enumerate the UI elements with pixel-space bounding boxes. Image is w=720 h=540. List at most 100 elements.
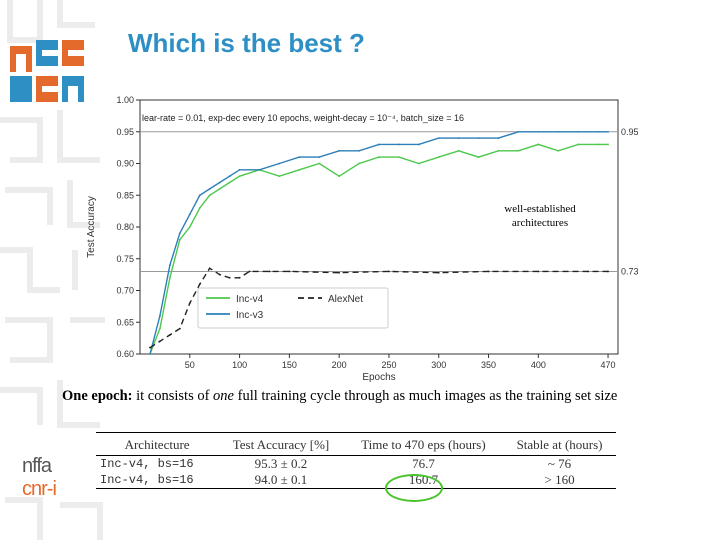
table-row: Inc-v4, bs=16 95.3 ± 0.2 76.7 ~ 76 xyxy=(96,456,616,473)
y-tick-label: 0.95 xyxy=(116,127,134,137)
x-tick-label: 150 xyxy=(282,360,297,370)
y-tick-label: 0.90 xyxy=(116,159,134,169)
data-point xyxy=(218,188,221,190)
data-point xyxy=(437,137,440,139)
table-header: Stable at (hours) xyxy=(516,437,603,452)
x-tick-label: 50 xyxy=(185,360,195,370)
x-tick-label: 250 xyxy=(381,360,396,370)
annotation-text: architectures xyxy=(512,217,568,229)
slide-title: Which is the best ? xyxy=(128,28,365,58)
data-point xyxy=(537,270,540,273)
data-point xyxy=(497,137,500,139)
data-point xyxy=(487,270,490,273)
annotation-text: well-established xyxy=(504,203,576,215)
data-point xyxy=(168,276,171,279)
brand-text-cnr: cnr-i xyxy=(22,478,57,500)
table-cell: > 160 xyxy=(544,472,575,487)
data-point xyxy=(188,213,191,216)
data-point xyxy=(557,130,560,133)
data-point xyxy=(218,181,221,184)
y-tick-label: 0.70 xyxy=(116,286,134,296)
x-tick-label: 350 xyxy=(481,360,496,370)
data-point xyxy=(228,181,231,184)
data-point xyxy=(238,175,241,178)
data-point xyxy=(188,302,191,305)
legend-label: Inc-v3 xyxy=(236,310,264,321)
data-point xyxy=(537,130,540,133)
data-point xyxy=(168,264,171,266)
y-tick-label: 0.65 xyxy=(116,317,134,327)
data-point xyxy=(477,156,480,159)
reference-line-label: 0.73 xyxy=(621,266,639,276)
reference-line-label: 0.95 xyxy=(621,127,639,137)
data-point xyxy=(577,143,580,146)
data-point xyxy=(318,156,321,159)
data-point xyxy=(228,276,231,279)
data-point xyxy=(178,327,181,330)
y-tick-label: 1.00 xyxy=(116,95,134,105)
series-line-alexnet xyxy=(149,267,608,349)
legend-label: Inc-v4 xyxy=(236,294,264,305)
epoch-note-bold: One epoch: xyxy=(62,388,133,404)
data-point xyxy=(497,149,500,152)
y-tick-label: 0.60 xyxy=(116,349,134,359)
epoch-definition-note: One epoch: it consists of one full train… xyxy=(62,388,617,405)
table-cell: 76.7 xyxy=(412,456,435,471)
table-cell: ~ 76 xyxy=(547,456,572,471)
data-point xyxy=(268,270,271,273)
data-point xyxy=(159,340,161,343)
data-point xyxy=(228,175,231,178)
table-cell: 94.0 ± 0.1 xyxy=(254,472,308,487)
data-point xyxy=(168,334,171,336)
legend-label: AlexNet xyxy=(328,294,363,305)
data-point xyxy=(457,149,460,152)
data-point xyxy=(208,267,211,270)
data-point xyxy=(597,143,599,146)
table-header: Test Accuracy [%] xyxy=(232,437,330,452)
data-point xyxy=(398,143,400,146)
epoch-note-rest: full training cycle through as much imag… xyxy=(233,388,618,404)
data-point xyxy=(338,149,341,152)
table-header-row: Architecture Test Accuracy [%] Time to 4… xyxy=(96,432,616,456)
data-point xyxy=(149,353,151,355)
data-point xyxy=(537,143,540,146)
chart-title: lear-rate = 0.01, exp-dec every 10 epoch… xyxy=(142,113,464,123)
data-point xyxy=(178,238,181,241)
data-point xyxy=(188,226,191,228)
data-point xyxy=(318,162,321,165)
data-point xyxy=(577,130,580,133)
table-header: Architecture xyxy=(124,437,190,452)
x-tick-label: 200 xyxy=(332,360,347,370)
data-point xyxy=(517,130,520,133)
y-tick-label: 0.85 xyxy=(116,190,134,200)
data-point xyxy=(457,137,460,139)
x-axis-label: Epochs xyxy=(362,372,395,383)
data-point xyxy=(378,156,380,159)
data-point xyxy=(238,276,241,279)
table-cell: Inc-v4, bs=16 xyxy=(100,457,194,471)
data-point xyxy=(198,283,201,286)
table-cell: 95.3 ± 0.2 xyxy=(254,456,308,471)
y-axis-label: Test Accuracy xyxy=(86,196,97,258)
data-point xyxy=(517,149,520,152)
data-point xyxy=(358,162,360,165)
data-point xyxy=(298,156,301,159)
data-point xyxy=(597,130,599,133)
data-point xyxy=(437,156,440,159)
highlight-circle xyxy=(385,474,443,502)
data-point xyxy=(298,168,301,171)
y-tick-label: 0.80 xyxy=(116,222,134,232)
data-point xyxy=(338,175,341,178)
data-point xyxy=(159,315,161,317)
x-tick-label: 400 xyxy=(531,360,546,370)
results-table: Architecture Test Accuracy [%] Time to 4… xyxy=(96,432,616,489)
y-tick-label: 0.75 xyxy=(116,254,134,264)
data-point xyxy=(198,194,201,197)
data-point xyxy=(208,188,211,190)
data-point xyxy=(417,162,420,165)
data-point xyxy=(159,327,161,330)
accuracy-line-chart: 0.60 0.65 0.70 0.75 0.80 0.85 0.90 0.95 1.00 50 10… xyxy=(86,95,639,383)
data-point xyxy=(178,232,181,235)
data-point xyxy=(607,143,609,146)
table-cell: Inc-v4, bs=16 xyxy=(100,473,194,487)
